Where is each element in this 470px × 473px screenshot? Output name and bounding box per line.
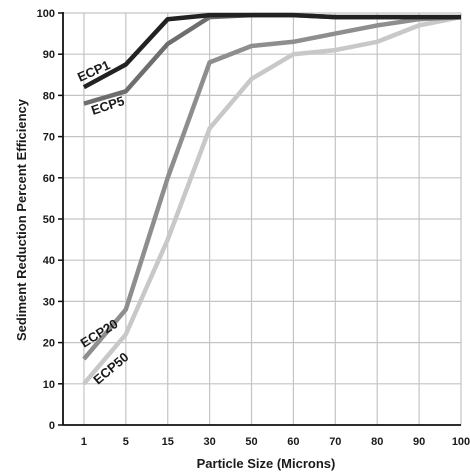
y-tick-label: 10 xyxy=(43,379,55,391)
x-axis-title: Particle Size (Microns) xyxy=(197,456,336,471)
series-lines xyxy=(82,12,462,386)
series-line-ecp50 xyxy=(82,14,462,386)
axis-titles: Particle Size (Microns) Sediment Reducti… xyxy=(14,98,335,471)
series-label-ecp5: ECP5 xyxy=(89,93,126,118)
x-tick-label: 100 xyxy=(452,436,470,448)
series-line-ecp20 xyxy=(82,14,462,361)
y-tick-label: 20 xyxy=(43,338,55,350)
x-tick-label: 60 xyxy=(287,436,299,448)
x-tick-label: 5 xyxy=(123,436,129,448)
x-tick-label: 15 xyxy=(162,436,174,448)
x-tick-label: 80 xyxy=(371,436,383,448)
y-tick-label: 100 xyxy=(37,8,55,20)
x-tick-label: 90 xyxy=(413,436,425,448)
y-tick-label: 50 xyxy=(43,214,55,226)
x-tick-label: 1 xyxy=(81,436,87,448)
series-line-ecp1 xyxy=(82,12,461,90)
y-tick-label: 80 xyxy=(43,90,55,102)
x-tick-label: 70 xyxy=(329,436,341,448)
grid xyxy=(63,12,462,425)
y-tick-label: 60 xyxy=(43,173,55,185)
y-tick-label: 40 xyxy=(43,255,55,267)
series-line-ecp5 xyxy=(83,12,461,106)
y-tick-label: 0 xyxy=(49,420,55,432)
x-tick-label: 30 xyxy=(204,436,216,448)
y-axis-title: Sediment Reduction Percent Efficiency xyxy=(14,98,29,341)
y-tick-label: 70 xyxy=(43,132,55,144)
x-tick-label: 50 xyxy=(245,436,257,448)
y-tick-label: 90 xyxy=(43,49,55,61)
axes xyxy=(58,12,461,426)
y-tick-label: 30 xyxy=(43,296,55,308)
